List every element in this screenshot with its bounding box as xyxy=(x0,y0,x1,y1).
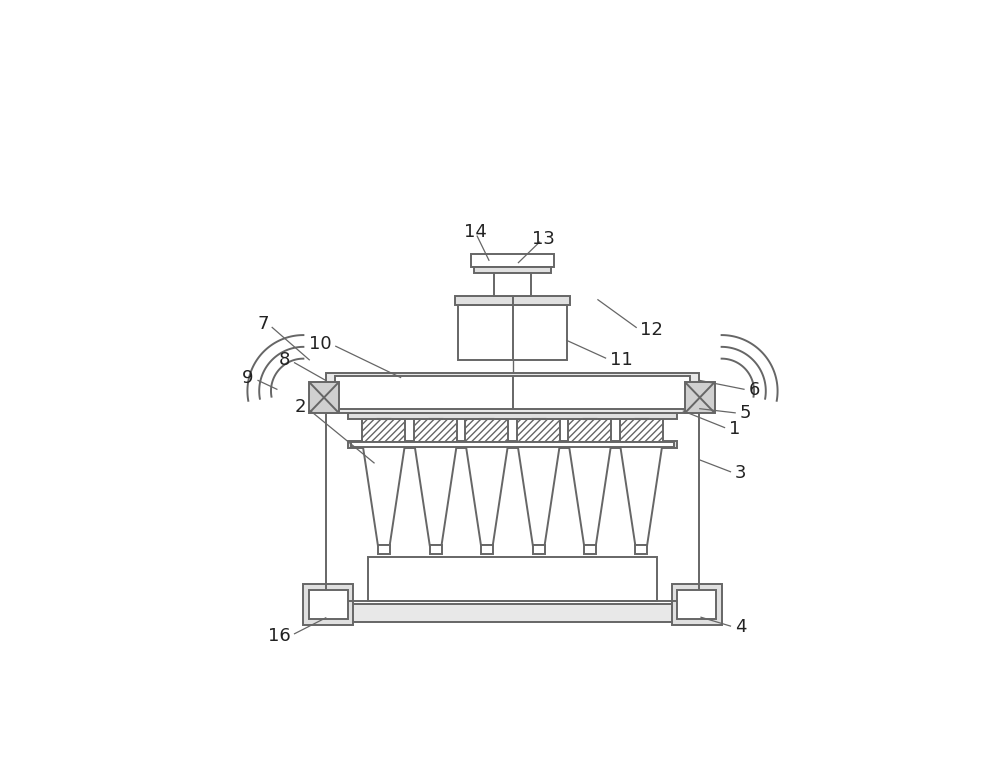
Text: 1: 1 xyxy=(729,420,740,438)
Bar xyxy=(455,295,570,305)
Polygon shape xyxy=(568,442,611,545)
Text: 13: 13 xyxy=(532,230,554,248)
Bar xyxy=(326,604,699,622)
Bar xyxy=(362,418,405,442)
Text: 5: 5 xyxy=(740,405,751,422)
Polygon shape xyxy=(517,442,560,545)
Polygon shape xyxy=(362,442,405,545)
Bar xyxy=(465,418,508,442)
Bar xyxy=(335,376,690,409)
Text: 7: 7 xyxy=(257,315,269,334)
Bar xyxy=(568,418,611,442)
Bar xyxy=(481,545,493,554)
Bar xyxy=(517,418,560,442)
Bar xyxy=(351,441,674,447)
Text: 16: 16 xyxy=(268,627,290,645)
Bar xyxy=(584,545,596,554)
Bar xyxy=(430,545,442,554)
Bar xyxy=(378,545,390,554)
Bar xyxy=(474,267,551,272)
Polygon shape xyxy=(414,442,457,545)
Text: 12: 12 xyxy=(640,321,663,339)
Bar xyxy=(620,418,663,442)
Bar xyxy=(348,441,677,448)
Bar xyxy=(326,373,699,413)
Bar xyxy=(672,584,722,625)
Bar xyxy=(368,557,657,601)
Bar xyxy=(677,590,716,619)
Bar xyxy=(309,382,339,413)
Bar xyxy=(494,267,531,295)
Text: 4: 4 xyxy=(735,618,746,636)
Bar xyxy=(348,413,677,418)
Text: 8: 8 xyxy=(279,351,290,369)
Text: 9: 9 xyxy=(242,369,254,387)
Bar xyxy=(303,584,353,625)
Polygon shape xyxy=(465,442,508,545)
Text: 14: 14 xyxy=(464,223,487,241)
Text: 11: 11 xyxy=(610,351,633,369)
Bar xyxy=(685,382,715,413)
Text: 10: 10 xyxy=(309,335,332,353)
Polygon shape xyxy=(620,442,663,545)
Bar xyxy=(414,418,457,442)
Text: 3: 3 xyxy=(735,464,746,483)
Bar xyxy=(533,545,545,554)
Bar xyxy=(309,590,348,619)
Bar xyxy=(458,305,567,360)
Bar xyxy=(635,545,647,554)
Text: 6: 6 xyxy=(749,381,760,399)
Text: 2: 2 xyxy=(294,398,306,416)
Bar xyxy=(471,254,554,267)
